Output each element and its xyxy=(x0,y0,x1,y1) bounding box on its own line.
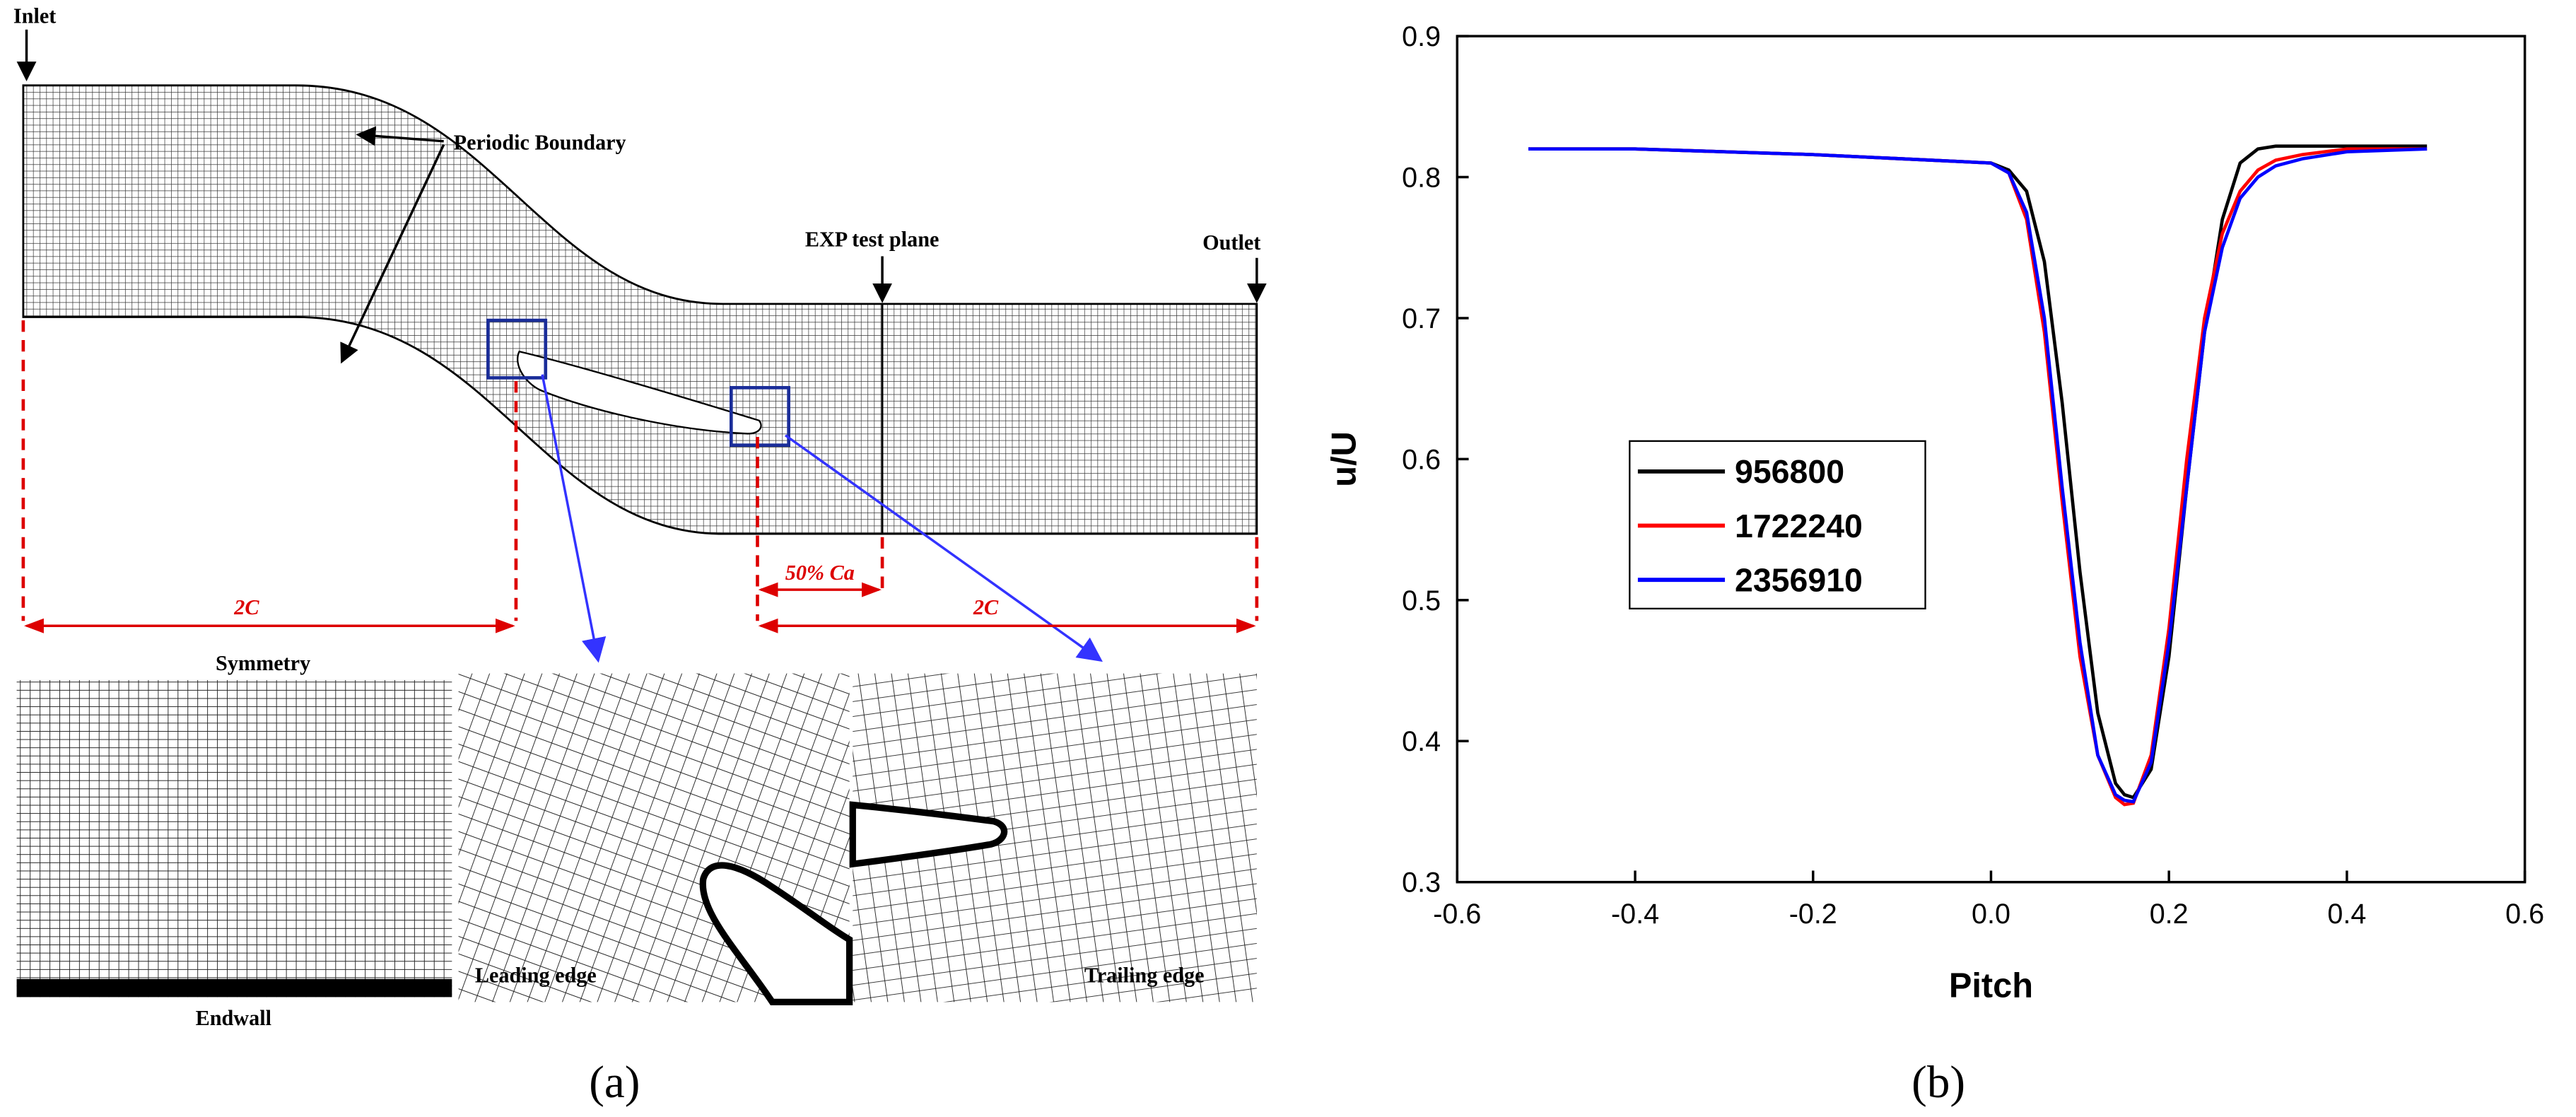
x-tick-label: 0.0 xyxy=(1972,899,2010,930)
inset-endwall xyxy=(16,679,452,998)
zoom-arrow xyxy=(541,374,607,663)
x-tick-label: 0.2 xyxy=(2150,899,2189,930)
arrow xyxy=(356,126,444,146)
x-tick-label: 0.4 xyxy=(2327,899,2366,930)
chart: -0.6 -0.4 -0.2 0.0 0.2 0.4 0.6 0.3 0.4 0.5 0.6 0.7 0… xyxy=(1325,21,2544,1005)
label: Inlet xyxy=(13,4,56,28)
blade xyxy=(517,350,762,435)
label: EXP test plane xyxy=(805,228,939,252)
x-axis-label: Pitch xyxy=(1949,966,2033,1005)
mesh-domain xyxy=(22,84,1258,535)
x-tick-label: -0.4 xyxy=(1611,899,1659,930)
y-axis-label: u/U xyxy=(1325,431,1363,487)
blade-leading xyxy=(699,862,853,1005)
arrow xyxy=(340,144,445,364)
zoom-box xyxy=(486,318,548,380)
label: Endwall xyxy=(196,1006,271,1030)
x-tick-label: 0.6 xyxy=(2505,899,2544,930)
dimension-label: 2C xyxy=(233,595,259,619)
label: Symmetry xyxy=(216,651,310,675)
legend-label: 956800 xyxy=(1735,453,1844,490)
endwall-layer xyxy=(16,978,452,998)
y-tick-label: 0.6 xyxy=(1402,444,1441,475)
legend-label: 1722240 xyxy=(1735,508,1863,544)
series-line xyxy=(1528,147,2428,804)
dimension-label: 50% Ca xyxy=(785,561,855,585)
dimension-label: 2C xyxy=(973,595,999,619)
legend-label: 2356910 xyxy=(1735,561,1863,598)
x-tick-label: -0.2 xyxy=(1789,899,1837,930)
blade-trailing xyxy=(849,801,1008,868)
panel-caption: (b) xyxy=(1911,1057,1965,1108)
x-tick-label: -0.6 xyxy=(1433,899,1481,930)
y-tick-label: 0.3 xyxy=(1402,867,1441,899)
y-tick-label: 0.4 xyxy=(1402,726,1441,757)
zoom-box xyxy=(730,386,790,448)
panel-caption: (a) xyxy=(589,1057,640,1108)
y-tick-label: 0.9 xyxy=(1402,21,1441,52)
label: Periodic Boundary xyxy=(454,130,626,154)
dashed-lines xyxy=(21,320,1259,621)
label: Leading edge xyxy=(475,963,597,987)
label: Outlet xyxy=(1202,230,1260,255)
label: Trailing edge xyxy=(1084,963,1205,987)
y-tick-label: 0.8 xyxy=(1402,162,1441,193)
y-tick-label: 0.5 xyxy=(1402,585,1441,616)
y-tick-label: 0.7 xyxy=(1402,303,1441,334)
